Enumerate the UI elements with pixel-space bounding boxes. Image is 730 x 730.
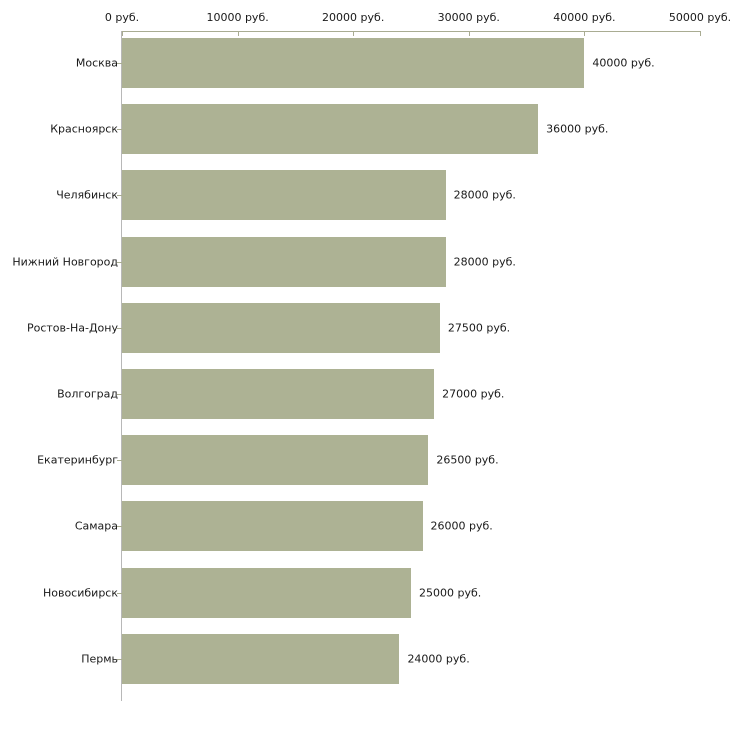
bar[interactable]: [122, 302, 440, 353]
y-axis-tick: [117, 394, 122, 395]
category-label: Екатеринбург: [37, 453, 118, 467]
x-axis-tick-label: 40000 руб.: [553, 11, 616, 24]
x-axis-tick: [237, 31, 239, 36]
category-label: Ростов-На-Дону: [26, 321, 118, 335]
bar-value-label: 36000 руб.: [546, 122, 609, 136]
bar[interactable]: [122, 435, 429, 486]
bar-value-label: 28000 руб.: [453, 188, 516, 202]
bar-value-label: 28000 руб.: [453, 255, 516, 269]
x-axis-tick-label: 50000 руб.: [668, 11, 730, 24]
bar[interactable]: [122, 170, 446, 221]
category-label: Пермь: [81, 652, 118, 666]
bar-value-label: 24000 руб.: [407, 652, 470, 666]
x-axis-tick: [353, 31, 355, 36]
x-axis-line: [122, 31, 700, 32]
bar[interactable]: [122, 501, 423, 552]
x-axis-tick-label: 10000 руб.: [206, 11, 269, 24]
y-axis-tick: [117, 327, 122, 329]
category-label: Нижний Новгород: [12, 255, 118, 269]
category-label: Волгоград: [57, 387, 118, 401]
x-axis-tick: [468, 31, 470, 36]
bar[interactable]: [122, 633, 400, 684]
bar[interactable]: [122, 236, 446, 287]
category-label: Челябинск: [56, 188, 118, 202]
y-axis-tick: [117, 592, 122, 594]
y-axis-tick: [117, 460, 122, 462]
bar-value-label: 27000 руб.: [442, 387, 505, 401]
y-axis-tick: [117, 658, 122, 660]
bar[interactable]: [122, 369, 435, 419]
x-axis-tick-label: 30000 руб.: [437, 11, 500, 24]
y-axis-tick: [117, 261, 122, 263]
category-label: Новосибирск: [42, 586, 118, 600]
bar-value-label: 26000 руб.: [430, 519, 493, 533]
y-axis-tick: [117, 63, 122, 64]
bar-value-label: 27500 руб.: [447, 321, 511, 335]
x-axis-tick: [122, 31, 123, 36]
bar-value-label: 26500 руб.: [436, 453, 499, 467]
y-axis-tick: [117, 129, 122, 131]
bar-value-label: 25000 руб.: [419, 586, 482, 600]
y-axis-line: [121, 31, 122, 701]
x-axis-tick: [700, 31, 701, 36]
y-axis-tick: [117, 526, 122, 528]
bar-value-label: 40000 руб.: [592, 56, 655, 70]
bar[interactable]: [122, 38, 585, 88]
category-label: Самара: [74, 519, 118, 533]
x-axis-tick-label: 0 руб.: [104, 11, 140, 24]
category-label: Москва: [75, 56, 118, 70]
y-axis-tick: [117, 195, 122, 197]
category-label: Красноярск: [50, 122, 118, 136]
x-axis-tick: [584, 31, 586, 36]
bar[interactable]: [122, 567, 411, 618]
bar[interactable]: [122, 104, 539, 155]
x-axis-tick-label: 20000 руб.: [322, 11, 385, 24]
